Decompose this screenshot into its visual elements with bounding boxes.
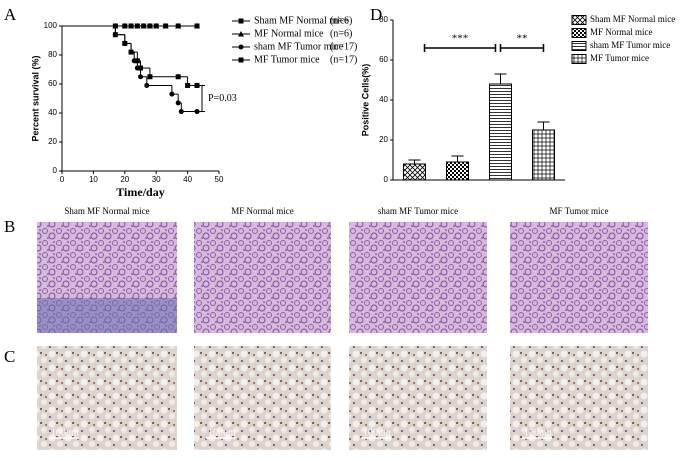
scale-label: 100um xyxy=(363,427,391,438)
y-tick-label: 0 xyxy=(53,166,58,175)
legend-label: sham MF Tumor mice xyxy=(590,40,670,50)
legend-swatch xyxy=(571,54,587,64)
legend-label: Sham MF Normal mice xyxy=(254,15,349,26)
scale-label: 100um xyxy=(208,427,236,438)
legend-label: sham MF Tumor mice xyxy=(254,41,344,52)
y-tick-label: 20 xyxy=(379,135,388,144)
marker xyxy=(194,82,200,88)
marker xyxy=(175,23,182,29)
marker xyxy=(144,82,150,88)
marker xyxy=(146,23,153,29)
ihc-micrograph xyxy=(349,346,487,450)
y-tick-label: 80 xyxy=(379,15,388,24)
marker xyxy=(185,82,191,88)
ihc-micrograph xyxy=(37,346,177,450)
marker xyxy=(138,74,143,80)
x-tick-label: 30 xyxy=(152,175,161,184)
marker xyxy=(175,74,181,80)
legend-label: Sham MF Normal mice xyxy=(590,14,675,24)
image-caption: Sham MF Normal mice xyxy=(64,206,149,216)
y-tick-label: 20 xyxy=(48,137,57,146)
y-tick-label: 100 xyxy=(44,21,58,30)
x-tick-label: 40 xyxy=(183,175,192,184)
legend-n: (n=17) xyxy=(330,41,357,52)
panel-label: C xyxy=(4,347,15,366)
ihc-micrograph xyxy=(194,346,331,450)
significance-label: *** xyxy=(452,33,469,45)
y-tick-label: 0 xyxy=(384,175,389,184)
bar xyxy=(532,129,555,181)
y-tick-label: 40 xyxy=(379,95,388,104)
marker xyxy=(162,23,169,29)
panel-label: A xyxy=(4,5,17,24)
x-axis-label: Time/day xyxy=(116,185,164,199)
scale-label: 100um xyxy=(524,427,552,438)
marker xyxy=(194,23,201,29)
marker xyxy=(121,23,128,29)
marker xyxy=(128,49,134,55)
y-axis-label: Positive Cells(%) xyxy=(360,64,370,137)
marker xyxy=(169,91,175,97)
marker xyxy=(134,23,141,29)
y-tick-label: 60 xyxy=(48,79,57,88)
image-caption: MF Tumor mice xyxy=(549,206,608,216)
legend-swatch xyxy=(571,28,587,38)
panel-label: D xyxy=(370,5,382,24)
x-tick-label: 0 xyxy=(60,175,65,184)
ihc-micrograph xyxy=(510,346,648,450)
image-caption: MF Normal mice xyxy=(231,206,294,216)
legend-marker xyxy=(238,44,244,50)
x-tick-label: 50 xyxy=(215,175,224,184)
x-tick-label: 20 xyxy=(120,175,129,184)
significance-label: ** xyxy=(517,33,528,45)
legend-label: MF Tumor mice xyxy=(590,53,649,63)
he-micrograph xyxy=(510,222,648,333)
legend-label: MF Normal mice xyxy=(590,27,653,37)
x-tick-label: 10 xyxy=(89,175,98,184)
marker xyxy=(138,65,143,71)
marker xyxy=(153,23,160,29)
marker xyxy=(122,40,128,46)
legend-label: MF Normal mice xyxy=(254,28,324,39)
marker xyxy=(175,100,181,106)
y-tick-label: 60 xyxy=(379,55,388,64)
image-caption: sham MF Tumor mice xyxy=(378,206,458,216)
legend-marker xyxy=(238,57,244,63)
marker xyxy=(147,74,153,80)
panel-label: B xyxy=(4,217,15,236)
bar xyxy=(489,83,512,181)
he-micrograph xyxy=(349,222,487,333)
bar xyxy=(446,161,469,181)
legend-swatch xyxy=(571,41,587,51)
bar xyxy=(403,163,426,181)
marker xyxy=(112,32,118,38)
annotation: P=0.03 xyxy=(208,93,237,104)
legend-marker xyxy=(238,31,244,37)
legend-n: (n=6) xyxy=(330,28,352,39)
legend-swatch xyxy=(571,15,587,25)
y-tick-label: 80 xyxy=(48,50,57,59)
marker xyxy=(194,109,200,115)
scale-label: 100um xyxy=(51,427,79,438)
y-axis-label: Percent survival (%) xyxy=(30,55,40,141)
micrograph-region xyxy=(37,298,177,333)
legend-label: MF Tumor mice xyxy=(254,54,320,65)
y-tick-label: 40 xyxy=(48,108,57,117)
marker xyxy=(134,58,140,64)
legend-n: (n=6) xyxy=(330,15,352,26)
legend-n: (n=17) xyxy=(330,54,357,65)
marker xyxy=(128,23,135,29)
marker xyxy=(140,23,147,29)
marker xyxy=(178,109,184,115)
he-micrograph xyxy=(194,222,331,333)
legend-marker xyxy=(238,18,244,24)
